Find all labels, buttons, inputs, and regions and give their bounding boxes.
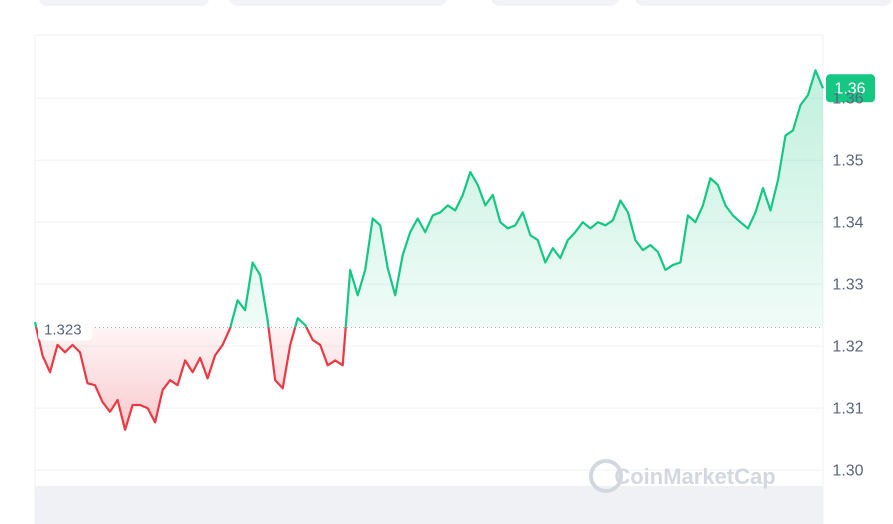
tab[interactable] (490, 0, 620, 6)
current-price-tag (826, 74, 875, 103)
y-tick-label: 1.34 (832, 214, 863, 231)
y-tick-label: 1.36 (832, 90, 863, 107)
tab[interactable] (634, 0, 893, 6)
y-tick-label: 1.31 (832, 400, 863, 417)
current-price-label: 1.36 (834, 81, 865, 98)
volume-area (35, 486, 823, 524)
area (35, 70, 823, 430)
watermark-logo (589, 459, 623, 493)
tab[interactable] (38, 0, 210, 6)
price-line (33, 69, 825, 431)
watermark: CoinMarketCap (614, 464, 775, 489)
y-tick-label: 1.32 (832, 338, 863, 355)
y-tick-label: 1.30 (832, 462, 863, 479)
y-tick-label: 1.33 (832, 276, 863, 293)
tab[interactable] (228, 0, 448, 6)
baseline-label: 1.323 (44, 322, 82, 339)
y-tick-label: 1.35 (832, 152, 863, 169)
baseline-label-bg (38, 314, 92, 341)
